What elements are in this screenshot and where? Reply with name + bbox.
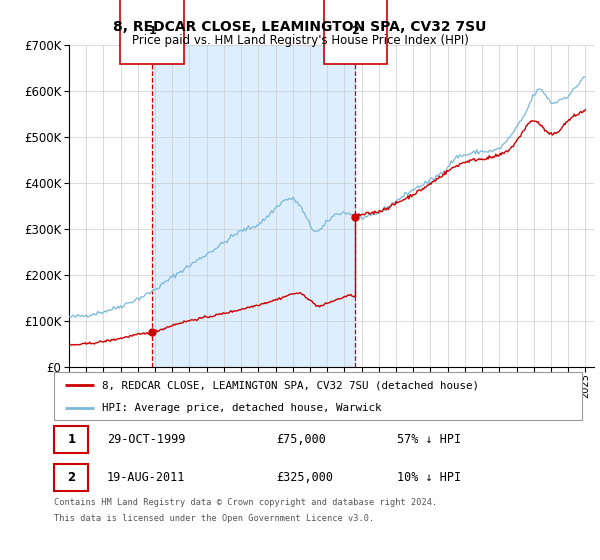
Text: Price paid vs. HM Land Registry's House Price Index (HPI): Price paid vs. HM Land Registry's House … <box>131 34 469 46</box>
Text: 1: 1 <box>148 26 156 36</box>
FancyBboxPatch shape <box>54 464 88 491</box>
Text: £75,000: £75,000 <box>276 433 326 446</box>
Text: 10% ↓ HPI: 10% ↓ HPI <box>397 471 461 484</box>
Text: HPI: Average price, detached house, Warwick: HPI: Average price, detached house, Warw… <box>101 403 381 413</box>
Text: 19-AUG-2011: 19-AUG-2011 <box>107 471 185 484</box>
Text: 57% ↓ HPI: 57% ↓ HPI <box>397 433 461 446</box>
Bar <box>152 45 355 367</box>
Text: This data is licensed under the Open Government Licence v3.0.: This data is licensed under the Open Gov… <box>54 514 374 523</box>
FancyBboxPatch shape <box>54 372 582 420</box>
Text: Contains HM Land Registry data © Crown copyright and database right 2024.: Contains HM Land Registry data © Crown c… <box>54 498 437 507</box>
Text: £325,000: £325,000 <box>276 471 333 484</box>
Text: 2: 2 <box>67 471 76 484</box>
Text: 2: 2 <box>352 26 359 36</box>
Text: 8, REDCAR CLOSE, LEAMINGTON SPA, CV32 7SU (detached house): 8, REDCAR CLOSE, LEAMINGTON SPA, CV32 7S… <box>101 380 479 390</box>
Text: 8, REDCAR CLOSE, LEAMINGTON SPA, CV32 7SU: 8, REDCAR CLOSE, LEAMINGTON SPA, CV32 7S… <box>113 20 487 34</box>
Text: 29-OCT-1999: 29-OCT-1999 <box>107 433 185 446</box>
FancyBboxPatch shape <box>54 427 88 452</box>
Text: 1: 1 <box>67 433 76 446</box>
